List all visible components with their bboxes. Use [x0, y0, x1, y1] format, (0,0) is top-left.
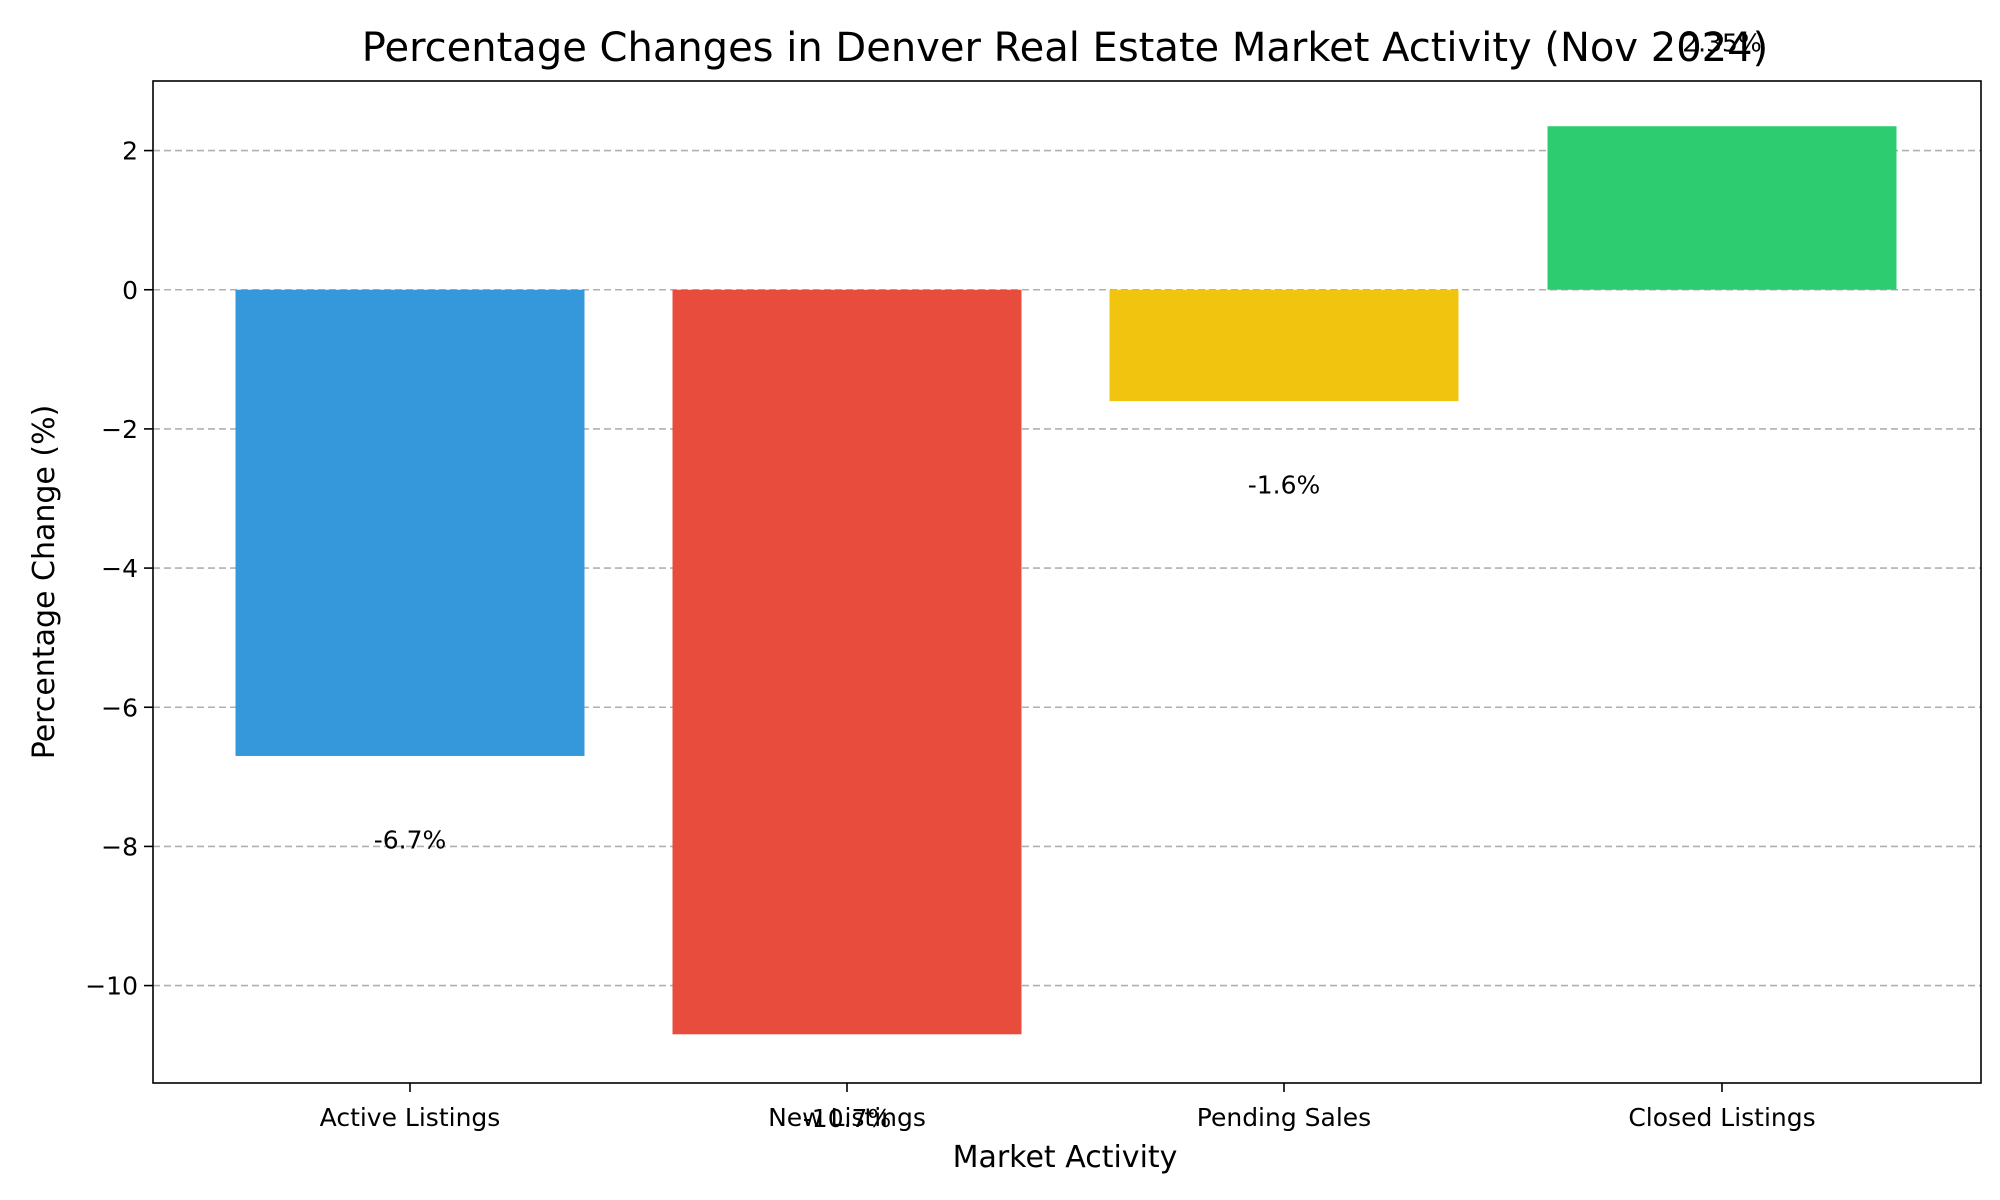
- y-tick-label: −4: [101, 554, 138, 583]
- bar: [1109, 289, 1459, 402]
- bar: [672, 289, 1022, 1035]
- x-axis-label: Market Activity: [953, 1140, 1178, 1175]
- y-tick-label: 2: [122, 137, 138, 166]
- bar: [1547, 126, 1897, 290]
- chart-title: Percentage Changes in Denver Real Estate…: [362, 25, 1768, 71]
- x-tick-label: Pending Sales: [1197, 1103, 1371, 1132]
- data-label: 2.35%: [1682, 29, 1761, 58]
- y-tick-label: −10: [85, 972, 138, 1001]
- data-label: -6.7%: [374, 825, 447, 854]
- y-tick-label: −2: [101, 415, 138, 444]
- y-tick-label: −8: [101, 832, 138, 861]
- plot-frame: [152, 80, 1982, 1084]
- bar: [235, 289, 585, 756]
- y-axis-label: Percentage Change (%): [27, 405, 62, 760]
- data-label: -1.6%: [1248, 471, 1321, 500]
- y-tick-label: −6: [101, 693, 138, 722]
- y-axis-ticks: 2 0 −2 −4 −6 −8 −10: [85, 137, 153, 1001]
- data-label: -10.7%: [803, 1104, 891, 1133]
- x-tick-label: New Listings: [768, 1103, 926, 1132]
- data-labels: -6.7% -10.7% -1.6% 2.35%: [374, 29, 1762, 1133]
- bars: [235, 126, 1897, 1035]
- x-tick-label: Active Listings: [320, 1103, 501, 1132]
- x-axis-ticks: Active Listings New Listings Pending Sales…: [320, 1083, 1816, 1132]
- x-tick-label: Closed Listings: [1628, 1103, 1815, 1132]
- y-tick-label: 0: [122, 276, 138, 305]
